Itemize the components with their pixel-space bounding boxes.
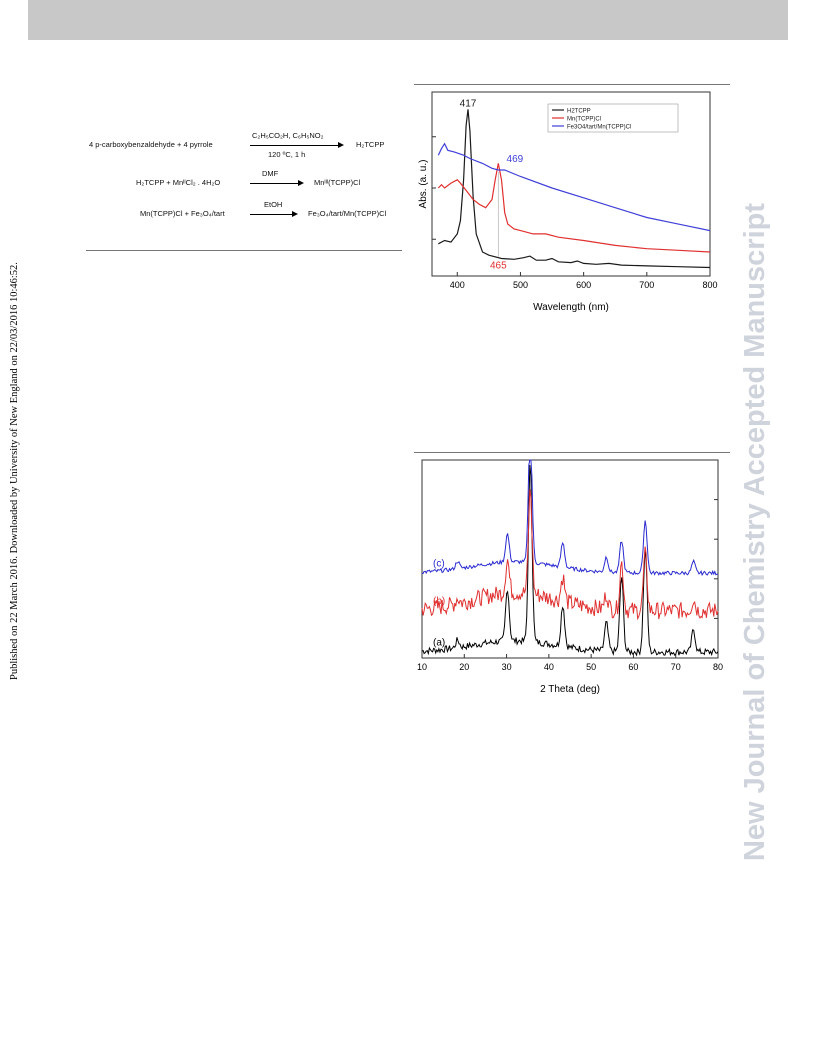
uv-legend-label: Fe3O4/tart/Mn(TCPP)Cl	[567, 125, 631, 131]
uv-y-axis-label: Abs. (a. u.)	[418, 160, 429, 209]
uv-peak-label: 465	[490, 261, 507, 272]
uv-peak-label: 417	[460, 98, 477, 109]
xrd-pattern-0	[421, 464, 719, 657]
reaction1-reactants: 4 p-carboxybenzaldehyde + 4 pyrrole	[89, 140, 213, 149]
reaction3-reactants: Mn(TCPP)Cl + Fe₃O₄/tart	[140, 209, 225, 218]
reaction1-product: H₂TCPP	[356, 140, 385, 149]
uv-x-tick-label: 600	[576, 280, 591, 290]
reaction2-reactants: H₂TCPP + MnᴵᴵCl₂ . 4H₂O	[136, 178, 221, 187]
xrd-x-tick-label: 20	[459, 662, 469, 672]
xrd-x-tick-label: 60	[628, 662, 638, 672]
xrd-chart: 10 20 30 40 50 60 70 80 (a) (b) (c) 2 Theta (deg)	[417, 459, 723, 695]
uv-peak-label: 469	[507, 154, 524, 165]
figure2-rule-top	[414, 452, 730, 453]
uv-legend-label: H2TCPP	[567, 109, 591, 115]
uv-plot-frame	[431, 91, 711, 277]
reaction1-conditions-bottom: 120 ºC, 1 h	[268, 150, 306, 159]
uv-x-tick-label: 400	[450, 280, 465, 290]
uv-vis-chart: 400 500 600 700 800 417 469 465 H2TCPP Mn(TCPP)…	[418, 91, 718, 313]
uv-series-line-0	[438, 109, 711, 269]
xrd-pattern-label: (b)	[433, 596, 445, 607]
xrd-x-tick-label: 30	[502, 662, 512, 672]
xrd-x-axis-label: 2 Theta (deg)	[540, 684, 600, 695]
xrd-pattern-label: (c)	[433, 558, 445, 569]
scheme-rule-top	[80, 84, 400, 85]
scheme-rule-bottom	[86, 250, 402, 251]
reaction2-arrow	[250, 180, 304, 186]
xrd-pattern-2	[421, 459, 719, 577]
uv-x-tick-label: 500	[513, 280, 528, 290]
xrd-x-tick-label: 50	[586, 662, 596, 672]
reaction1-arrow	[250, 142, 344, 148]
uv-series-line-1	[437, 163, 711, 253]
xrd-x-tick-label: 80	[713, 662, 723, 672]
figure1-rule-top	[414, 84, 730, 85]
reaction1-conditions-top: C₂H₅CO₂H, C₆H₅NO₂	[252, 131, 324, 140]
reaction2-conditions: DMF	[262, 169, 279, 178]
uv-legend-label: Mn(TCPP)Cl	[567, 117, 601, 123]
xrd-plot-frame	[421, 459, 719, 659]
uv-series-line-2	[437, 142, 711, 232]
uv-legend-box	[547, 103, 679, 133]
synthesis-scheme: 4 p-carboxybenzaldehyde + 4 pyrrole C₂H₅…	[80, 110, 410, 235]
xrd-x-tick-label: 40	[544, 662, 554, 672]
uv-x-axis-label: Wavelength (nm)	[533, 302, 609, 313]
journal-header-bar	[28, 0, 788, 40]
published-note: Published on 22 March 2016. Downloaded b…	[8, 262, 20, 680]
reaction3-product: Fe₃O₄/tart/Mn(TCPP)Cl	[308, 209, 387, 218]
xrd-x-tick-label: 70	[671, 662, 681, 672]
reaction3-conditions: EtOH	[264, 200, 283, 209]
uv-x-tick-label: 800	[702, 280, 717, 290]
reaction3-arrow	[250, 211, 298, 217]
xrd-pattern-1	[421, 489, 719, 621]
xrd-pattern-label: (a)	[433, 637, 445, 648]
xrd-x-tick-label: 10	[417, 662, 427, 672]
uv-x-tick-label: 700	[639, 280, 654, 290]
reaction2-product: Mnᴵᴵᴵ(TCPP)Cl	[314, 178, 361, 187]
